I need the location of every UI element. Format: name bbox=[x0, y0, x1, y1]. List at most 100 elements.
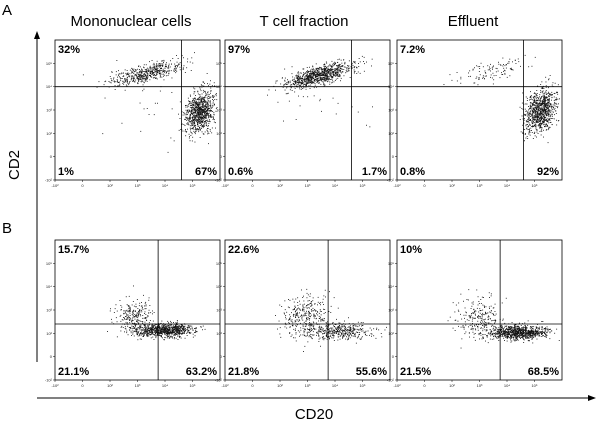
event-dot-a-1-586 bbox=[215, 110, 217, 112]
event-dot-a-1-740 bbox=[214, 104, 215, 106]
event-dot-a-1-613 bbox=[192, 128, 194, 130]
event-dot-a-1-994 bbox=[190, 121, 192, 123]
event-dot-a-1-1281 bbox=[179, 101, 181, 103]
event-dot-a-1-101 bbox=[179, 69, 181, 71]
event-dot-a-2-137 bbox=[287, 79, 288, 81]
event-dot-a-1-739 bbox=[199, 96, 201, 98]
event-dot-a-1-280 bbox=[143, 67, 145, 69]
event-dot-a-1-1341 bbox=[205, 117, 207, 119]
event-dot-a-2-773 bbox=[313, 73, 315, 75]
event-dot-a-1-689 bbox=[178, 113, 179, 115]
event-dot-a-1-231 bbox=[160, 65, 162, 67]
event-dot-a-2-882 bbox=[290, 87, 292, 89]
event-dot-b-1-176 bbox=[173, 334, 175, 336]
event-dot-a-3-16 bbox=[512, 61, 513, 63]
event-dot-a-1-317 bbox=[144, 71, 146, 73]
event-dot-b-2-155 bbox=[289, 333, 291, 334]
event-dot-a-3-174 bbox=[554, 110, 556, 112]
event-dot-a-2-499 bbox=[297, 75, 299, 76]
event-dot-a-3-976 bbox=[549, 106, 550, 108]
event-dot-a-3-969 bbox=[541, 81, 543, 83]
event-dot-a-1-1031 bbox=[197, 112, 199, 113]
event-dot-a-2-128 bbox=[275, 89, 276, 91]
event-dot-a-1-1099 bbox=[199, 116, 201, 118]
event-dot-a-3-940 bbox=[540, 91, 542, 93]
event-dot-a-1-1320 bbox=[191, 125, 193, 127]
event-dot-a-2-334 bbox=[322, 70, 323, 72]
event-dot-a-1-1251 bbox=[195, 112, 197, 114]
event-dot-b-1-491 bbox=[141, 329, 143, 331]
event-dot-b-1-1085 bbox=[121, 306, 123, 308]
event-dot-a-1-1067 bbox=[186, 116, 188, 118]
event-dot-a-1-1096 bbox=[204, 117, 206, 119]
event-dot-a-1-1400 bbox=[208, 98, 210, 99]
event-dot-b-1-836 bbox=[165, 328, 167, 329]
event-dot-a-1-919 bbox=[198, 112, 200, 114]
event-dot-a-1-1150 bbox=[190, 122, 192, 124]
event-dot-b-2-383 bbox=[326, 331, 328, 333]
event-dot-a-1-514 bbox=[135, 75, 137, 76]
event-dot-b-1-868 bbox=[144, 305, 145, 307]
event-dot-b-2-177 bbox=[361, 337, 362, 339]
event-dot-a-2-429 bbox=[326, 77, 328, 79]
event-dot-a-3-585 bbox=[544, 102, 546, 104]
event-dot-a-2-656 bbox=[311, 75, 313, 77]
event-dot-a-3-715 bbox=[535, 110, 537, 112]
event-dot-a-2-177 bbox=[366, 61, 367, 63]
event-dot-a-3-992 bbox=[534, 112, 536, 114]
event-dot-b-1-831 bbox=[172, 326, 174, 328]
event-dot-b-1-560 bbox=[177, 331, 179, 333]
event-dot-b-2-44 bbox=[313, 334, 315, 336]
event-dot-a-1-926 bbox=[203, 97, 205, 99]
event-dot-b-1-433 bbox=[170, 331, 172, 332]
event-dot-a-1-1225 bbox=[191, 109, 193, 111]
event-dot-a-1-148 bbox=[140, 79, 142, 80]
event-dot-b-1-689 bbox=[164, 326, 166, 328]
event-dot-a-2-669 bbox=[317, 67, 319, 69]
event-dot-a-3-517 bbox=[528, 106, 529, 107]
event-dot-a-1-538 bbox=[211, 85, 213, 87]
event-dot-a-1-419 bbox=[143, 64, 145, 66]
event-dot-b-1-907 bbox=[144, 329, 146, 330]
event-dot-a-1-882 bbox=[206, 129, 208, 131]
event-dot-a-1-1414 bbox=[167, 151, 169, 153]
panel-b-2: -10² 0 10² 10³ 10⁴ 10⁵-10²010²10³10⁴10⁵22.6%2… bbox=[215, 239, 391, 388]
event-dot-b-1-481 bbox=[172, 327, 174, 329]
event-dot-a-1-886 bbox=[202, 125, 204, 126]
event-dot-a-1-927 bbox=[200, 122, 202, 124]
event-dot-a-2-270 bbox=[311, 79, 313, 81]
event-dot-a-3-946 bbox=[546, 93, 548, 94]
event-dot-b-2-74 bbox=[347, 329, 348, 330]
event-dot-b-2-366 bbox=[362, 325, 363, 326]
event-dot-a-3-922 bbox=[554, 105, 556, 107]
event-dot-b-1-513 bbox=[147, 326, 149, 327]
event-dot-a-3-628 bbox=[549, 122, 551, 123]
event-dot-a-2-230 bbox=[348, 65, 350, 67]
event-dot-b-2-334 bbox=[339, 335, 341, 337]
event-dot-a-1-952 bbox=[204, 113, 206, 114]
event-dot-b-2-56 bbox=[334, 332, 335, 334]
event-dot-b-1-1041 bbox=[129, 329, 131, 331]
event-dot-b-1-898 bbox=[120, 309, 122, 311]
event-dot-a-1-1175 bbox=[173, 140, 175, 142]
event-dot-a-1-442 bbox=[152, 77, 154, 79]
event-dot-b-1-963 bbox=[120, 314, 122, 316]
event-dot-a-1-1261 bbox=[197, 119, 198, 121]
event-dot-b-1-537 bbox=[154, 328, 156, 330]
event-dot-a-2-303 bbox=[334, 70, 336, 71]
event-dot-a-1-1017 bbox=[201, 119, 203, 120]
event-dot-b-2-7 bbox=[309, 330, 311, 332]
event-dot-a-2-329 bbox=[299, 75, 301, 77]
event-dot-a-2-286 bbox=[340, 77, 342, 79]
event-dot-a-1-1041 bbox=[193, 125, 195, 127]
event-dot-a-1-679 bbox=[191, 123, 193, 125]
event-dot-a-3-98 bbox=[531, 65, 533, 67]
event-dot-b-2-202 bbox=[324, 332, 326, 334]
event-dot-a-1-479 bbox=[114, 81, 116, 82]
event-dot-a-1-904 bbox=[201, 96, 203, 98]
event-dot-a-2-677 bbox=[299, 85, 301, 87]
event-dot-b-1-376 bbox=[169, 337, 171, 339]
event-dot-b-1-1023 bbox=[125, 311, 126, 313]
event-dot-b-2-289 bbox=[349, 330, 350, 331]
event-dot-a-3-820 bbox=[549, 93, 550, 95]
